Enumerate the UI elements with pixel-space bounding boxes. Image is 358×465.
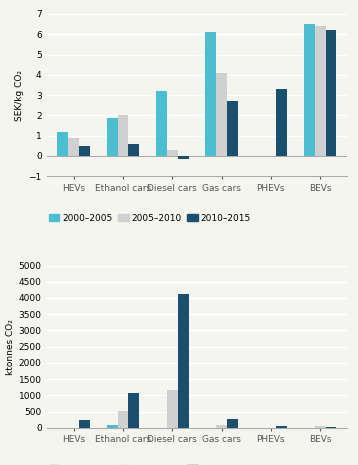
Bar — [227, 419, 238, 428]
Bar — [167, 150, 178, 156]
Bar — [325, 30, 337, 156]
Bar — [276, 89, 287, 156]
Bar — [216, 73, 227, 156]
Bar — [216, 425, 227, 428]
Bar — [68, 138, 79, 156]
Bar — [107, 119, 117, 156]
Bar — [315, 425, 325, 428]
Bar — [205, 32, 216, 156]
Bar — [178, 294, 189, 428]
Bar — [79, 146, 90, 156]
Y-axis label: SEK/kg CO₂: SEK/kg CO₂ — [15, 70, 24, 120]
Legend: 2000–2005, 2005–2010, 2010–2015: 2000–2005, 2005–2010, 2010–2015 — [45, 462, 255, 465]
Y-axis label: ktonnes CO₂: ktonnes CO₂ — [5, 319, 15, 375]
Bar — [178, 156, 189, 159]
Bar — [227, 101, 238, 156]
Bar — [129, 393, 139, 428]
Bar — [79, 420, 90, 428]
Bar — [107, 425, 117, 428]
Bar — [129, 144, 139, 156]
Bar — [304, 24, 315, 156]
Bar — [57, 132, 68, 156]
Bar — [325, 427, 337, 428]
Bar — [167, 391, 178, 428]
Bar — [156, 91, 167, 156]
Bar — [117, 115, 129, 156]
Bar — [117, 411, 129, 428]
Bar — [276, 426, 287, 428]
Bar — [315, 26, 325, 156]
Legend: 2000–2005, 2005–2010, 2010–2015: 2000–2005, 2005–2010, 2010–2015 — [45, 210, 255, 226]
